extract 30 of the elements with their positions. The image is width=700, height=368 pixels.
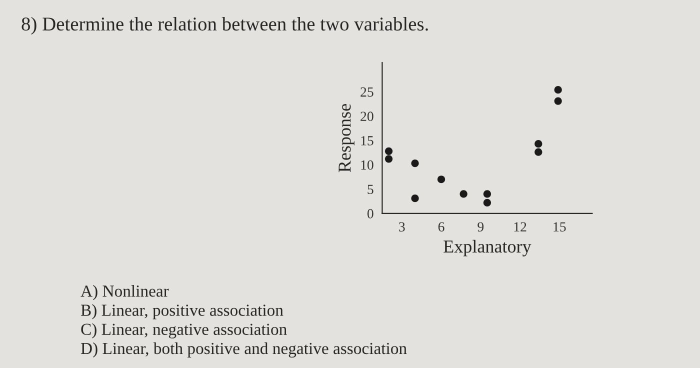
y-tick-label: 15 bbox=[361, 136, 374, 146]
point bbox=[384, 147, 393, 155]
y-tick-label: 10 bbox=[361, 160, 374, 170]
y-axis-title: Response bbox=[338, 104, 354, 172]
text: 8) Determine the relation between the two variables. bbox=[22, 16, 428, 35]
y-tick-label: 25 bbox=[360, 87, 374, 97]
x-tick-label: 9 bbox=[478, 222, 484, 232]
text: D) Linear, both positive and negative association bbox=[80, 342, 407, 358]
point bbox=[534, 140, 542, 148]
x-tick-label: 6 bbox=[438, 222, 444, 232]
point bbox=[483, 198, 492, 207]
point bbox=[483, 190, 492, 198]
point bbox=[554, 86, 562, 94]
text: B) Linear, positive association bbox=[80, 304, 284, 320]
point bbox=[411, 160, 419, 168]
point bbox=[437, 176, 446, 184]
x-tick-label: 3 bbox=[399, 222, 405, 232]
point bbox=[460, 190, 468, 198]
x-tick-label: 12 bbox=[514, 222, 526, 232]
point bbox=[384, 155, 393, 163]
text: C) Linear, negative association bbox=[81, 323, 287, 338]
text: A) Nonlinear bbox=[80, 285, 169, 300]
y-tick-label: 20 bbox=[360, 112, 374, 122]
y-tick-label: 0 bbox=[367, 209, 374, 218]
y-tick-label: 5 bbox=[368, 184, 374, 194]
x-tick-label: 15 bbox=[554, 222, 566, 232]
point bbox=[554, 97, 562, 105]
x-axis-title: Explanatory bbox=[444, 240, 532, 256]
point bbox=[534, 148, 542, 156]
point bbox=[411, 194, 419, 202]
